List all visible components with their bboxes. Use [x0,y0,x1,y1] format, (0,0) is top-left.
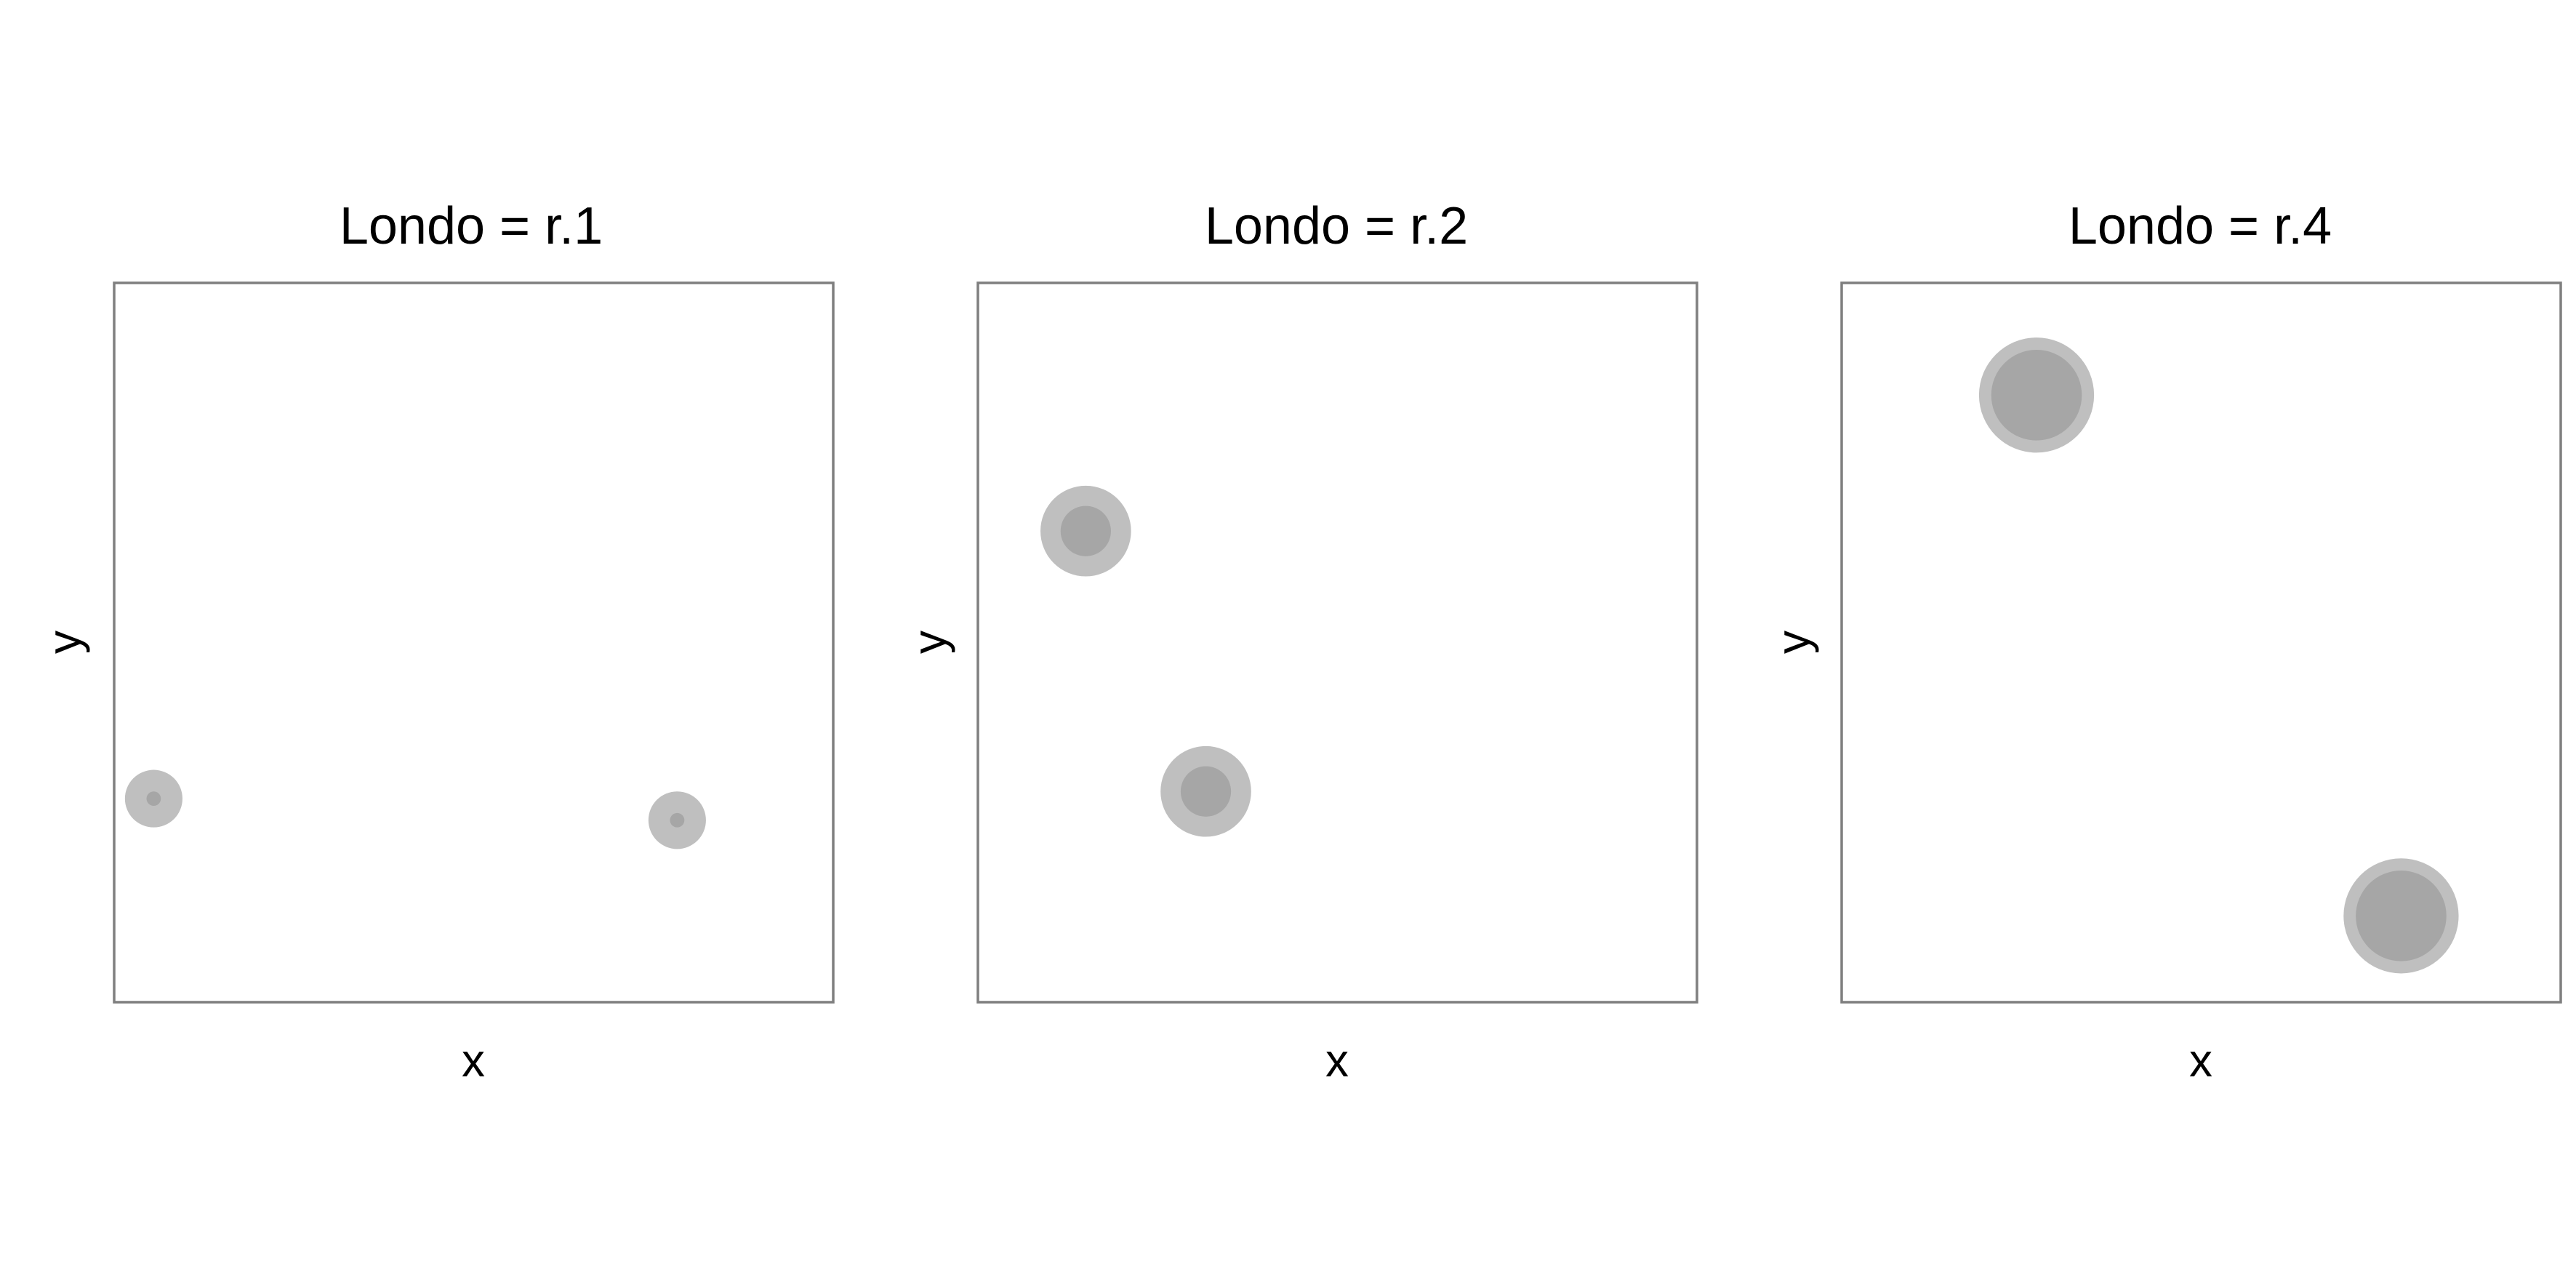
x-axis-label: x [462,1034,485,1087]
data-point-inner-circle [1180,766,1232,817]
data-point [2343,858,2459,974]
data-point-inner-circle [670,812,685,828]
data-point [1978,337,2095,453]
points-layer [1978,337,2459,974]
panel-title: Londo = r.2 [1205,197,1468,255]
panel-frame [113,281,835,1004]
data-point [124,769,182,828]
data-point-inner-circle [146,791,161,807]
y-axis-label: y [903,631,955,654]
points-layer [1040,485,1251,837]
data-point [1040,485,1131,577]
panel-frame [1840,281,2562,1004]
data-point-inner-circle [1991,349,2082,441]
y-axis-label: y [38,631,90,654]
data-point [648,791,706,849]
data-point [1160,745,1251,837]
data-point-inner-circle [2356,871,2447,961]
panel-2: Londo = r.2 x y [903,197,1698,1087]
points-layer [124,769,706,849]
x-axis-label: x [1325,1034,1349,1087]
panel-frame [976,281,1698,1004]
data-point-inner-circle [1060,505,1111,556]
x-axis-label: x [2189,1034,2212,1087]
panel-title: Londo = r.1 [340,197,603,255]
panel-1: Londo = r.1 x y [38,197,835,1087]
y-axis-label: y [1767,631,1819,654]
panel-title: Londo = r.4 [2069,197,2332,255]
panel-3: Londo = r.4 x y [1767,197,2562,1087]
